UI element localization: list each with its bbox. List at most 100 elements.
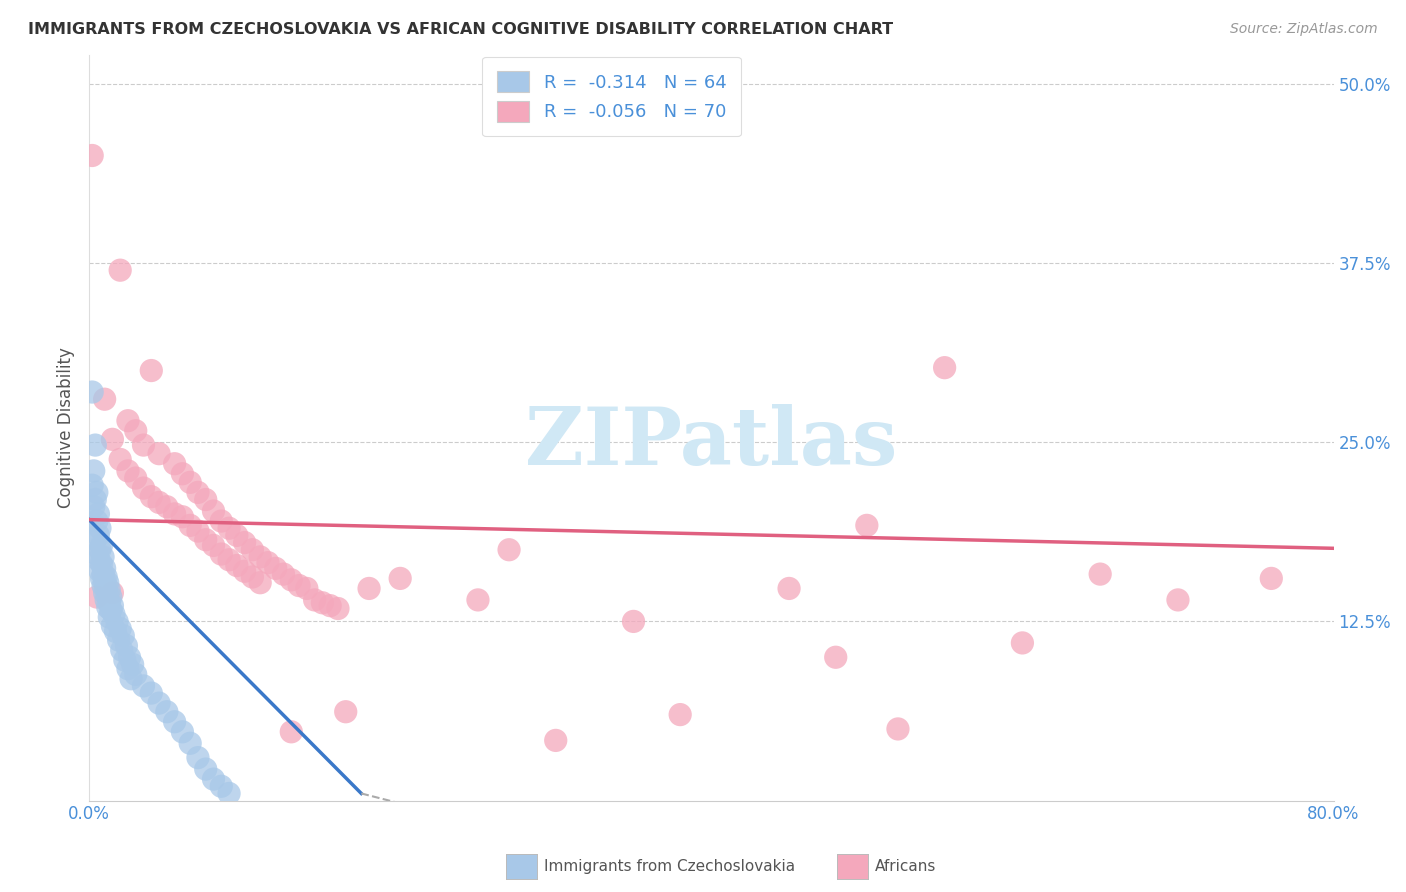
Point: [117, 414, 139, 428]
Point: [117, 464, 139, 478]
Point: [100, 590, 122, 604]
Point: [87, 553, 110, 567]
Point: [172, 724, 194, 739]
Point: [257, 556, 280, 570]
Y-axis label: Cognitive Disability: Cognitive Disability: [58, 348, 75, 508]
Point: [209, 779, 232, 793]
Point: [179, 475, 201, 490]
Point: [856, 518, 879, 533]
Point: [86, 547, 108, 561]
Point: [86, 514, 108, 528]
Point: [163, 457, 186, 471]
Point: [187, 750, 209, 764]
Point: [82, 148, 104, 162]
Point: [280, 573, 302, 587]
Point: [93, 561, 115, 575]
Point: [98, 610, 121, 624]
Point: [96, 582, 118, 596]
Point: [86, 485, 108, 500]
Point: [118, 650, 141, 665]
Point: [91, 578, 114, 592]
Point: [141, 490, 163, 504]
Point: [194, 492, 217, 507]
Point: [304, 593, 326, 607]
Point: [225, 528, 247, 542]
Point: [172, 509, 194, 524]
Point: [319, 599, 342, 613]
Point: [1011, 636, 1033, 650]
Point: [101, 586, 124, 600]
Point: [98, 596, 121, 610]
Point: [125, 424, 148, 438]
Point: [498, 542, 520, 557]
Point: [544, 733, 567, 747]
Point: [86, 590, 108, 604]
Point: [132, 481, 155, 495]
Point: [778, 582, 800, 596]
Point: [288, 578, 311, 592]
Point: [101, 618, 124, 632]
Point: [187, 524, 209, 538]
Point: [1260, 571, 1282, 585]
Point: [623, 615, 645, 629]
Point: [148, 495, 170, 509]
Point: [111, 643, 134, 657]
Point: [84, 533, 107, 547]
Point: [93, 574, 115, 589]
Point: [264, 561, 287, 575]
Point: [887, 722, 910, 736]
Point: [335, 705, 357, 719]
Point: [202, 772, 225, 786]
Point: [194, 533, 217, 547]
Point: [125, 471, 148, 485]
Point: [96, 593, 118, 607]
Point: [87, 507, 110, 521]
Point: [249, 575, 271, 590]
Point: [1088, 567, 1111, 582]
Point: [97, 589, 120, 603]
Point: [91, 567, 114, 582]
Point: [115, 639, 138, 653]
Point: [141, 686, 163, 700]
Text: Immigrants from Czechoslovakia: Immigrants from Czechoslovakia: [544, 859, 796, 873]
Point: [82, 478, 104, 492]
Point: [96, 570, 118, 584]
Point: [108, 622, 131, 636]
Point: [132, 679, 155, 693]
Point: [101, 433, 124, 447]
Point: [242, 570, 264, 584]
Point: [97, 575, 120, 590]
Point: [156, 500, 179, 514]
Point: [233, 564, 256, 578]
Point: [225, 558, 247, 573]
Point: [218, 553, 240, 567]
Point: [209, 547, 232, 561]
Point: [326, 601, 349, 615]
Text: IMMIGRANTS FROM CZECHOSLOVAKIA VS AFRICAN COGNITIVE DISABILITY CORRELATION CHART: IMMIGRANTS FROM CZECHOSLOVAKIA VS AFRICA…: [28, 22, 893, 37]
Point: [114, 653, 136, 667]
Point: [91, 549, 114, 564]
Point: [103, 607, 125, 622]
Point: [218, 787, 240, 801]
Point: [163, 714, 186, 729]
Point: [112, 629, 135, 643]
Point: [125, 667, 148, 681]
Legend: R =  -0.314   N = 64, R =  -0.056   N = 70: R = -0.314 N = 64, R = -0.056 N = 70: [482, 57, 741, 136]
Point: [132, 438, 155, 452]
Point: [93, 392, 115, 407]
Point: [120, 672, 142, 686]
Point: [209, 514, 232, 528]
Point: [90, 571, 112, 585]
Point: [101, 599, 124, 613]
Point: [89, 542, 111, 557]
Point: [108, 452, 131, 467]
Point: [97, 600, 120, 615]
Point: [163, 507, 186, 521]
Point: [194, 762, 217, 776]
Point: [187, 485, 209, 500]
Point: [82, 385, 104, 400]
Point: [218, 521, 240, 535]
Point: [389, 571, 412, 585]
Point: [824, 650, 846, 665]
Point: [84, 492, 107, 507]
